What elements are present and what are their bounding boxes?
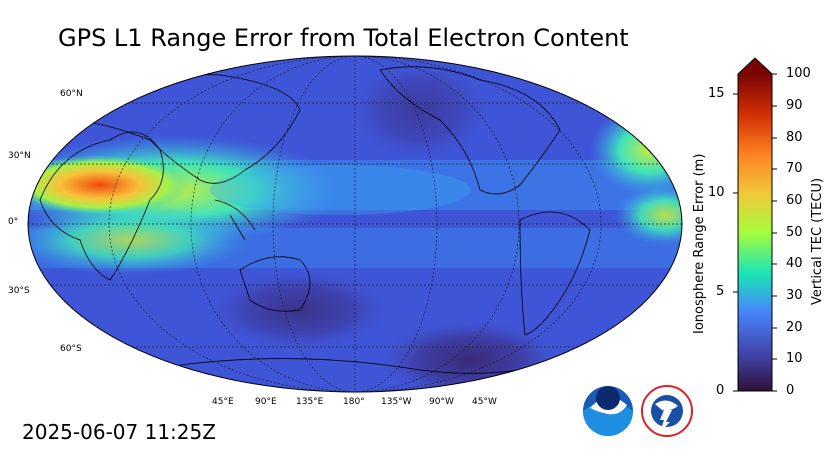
colorbar-right-tick: 10 xyxy=(786,351,803,366)
map-title: GPS L1 Range Error from Total Electron C… xyxy=(58,24,629,52)
lat-label: 30°N xyxy=(8,151,31,161)
lon-label: 135°E xyxy=(296,397,324,407)
colorbar-right-tick: 70 xyxy=(786,161,803,176)
colorbar-right-tick: 60 xyxy=(786,193,803,208)
colorbar-right-tick: 20 xyxy=(786,320,803,335)
colorbar-left-tick: 10 xyxy=(708,185,725,200)
nws-logo xyxy=(641,385,693,437)
colorbar-left-tick: 0 xyxy=(716,383,725,398)
tec-axis-label: Vertical TEC (TECU) xyxy=(810,177,825,305)
lon-label: 135°W xyxy=(381,397,412,407)
lon-label: 45°W xyxy=(472,397,497,407)
colorbar-right-tick: 30 xyxy=(786,288,803,303)
globe-outline xyxy=(27,55,683,393)
colorbar-left-tick: 15 xyxy=(708,86,725,101)
colorbar-right-tick: 100 xyxy=(786,66,811,81)
colorbar-right-tick: 80 xyxy=(786,130,803,145)
lat-label: 0° xyxy=(8,217,19,227)
range-error-axis-label: Ionosphere Range Error (m) xyxy=(692,153,707,334)
timestamp: 2025-06-07 11:25Z xyxy=(22,420,216,444)
lat-label: 60°S xyxy=(60,344,82,354)
colorbar-right-tick: 90 xyxy=(786,98,803,113)
colorbar-right-tick: 0 xyxy=(786,383,795,398)
colorbar-right-tick: 40 xyxy=(786,256,803,271)
lon-label: 45°E xyxy=(212,397,234,407)
lon-label: 180° xyxy=(343,397,365,407)
lat-label: 30°S xyxy=(8,286,30,296)
noaa-logo xyxy=(583,386,633,436)
colorbar xyxy=(733,57,777,392)
tec-field xyxy=(28,56,682,392)
graticule xyxy=(28,56,682,392)
lon-label: 90°E xyxy=(255,397,277,407)
colorbar-left-tick: 5 xyxy=(716,284,725,299)
lon-label: 90°W xyxy=(429,397,454,407)
colorbar-right-tick: 50 xyxy=(786,225,803,240)
lat-label: 60°N xyxy=(60,89,83,99)
